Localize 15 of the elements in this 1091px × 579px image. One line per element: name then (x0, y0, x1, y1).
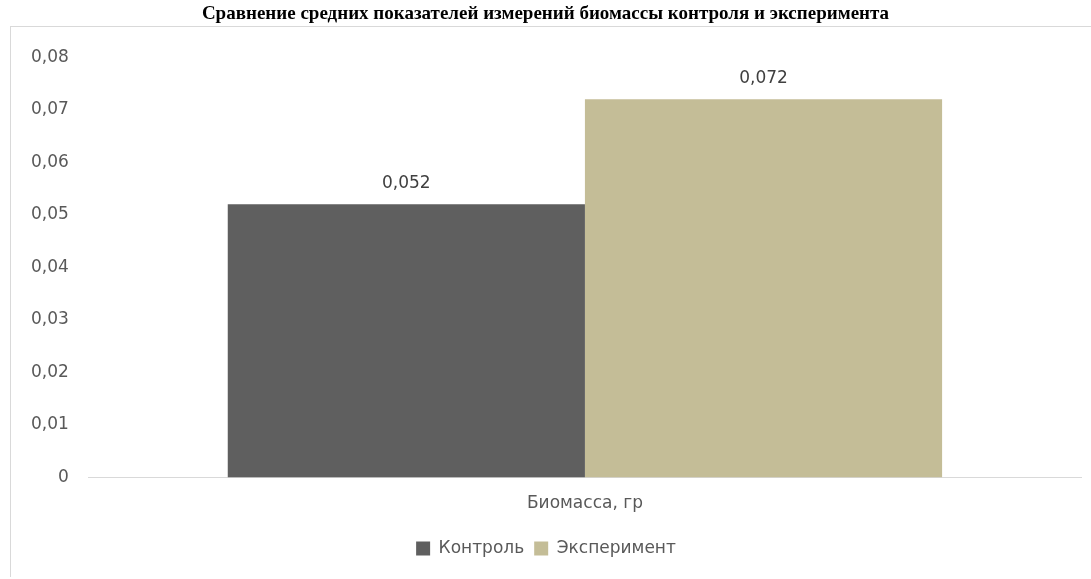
y-tick-label: 0,02 (30, 360, 69, 381)
y-tick-label: 0,03 (30, 308, 69, 329)
legend-label: Контроль (438, 536, 525, 557)
x-tick-label: Биомасса, гр (526, 492, 643, 513)
y-tick-label: 0,06 (30, 150, 69, 171)
y-tick-label: 0,05 (30, 203, 69, 224)
chart-title: Сравнение средних показателей измерений биомассы контроля и эксперимента (200, 1, 891, 25)
y-tick-label: 0,07 (30, 98, 69, 119)
y-tick-label: 0,01 (30, 413, 69, 434)
y-tick-label: 0 (58, 466, 69, 487)
data-label: 0,052 (382, 172, 431, 193)
data-label: 0,072 (739, 67, 788, 88)
y-tick-label: 0,04 (30, 255, 69, 276)
legend-label: Эксперимент (556, 536, 676, 557)
y-tick-label: 0,08 (30, 45, 69, 66)
